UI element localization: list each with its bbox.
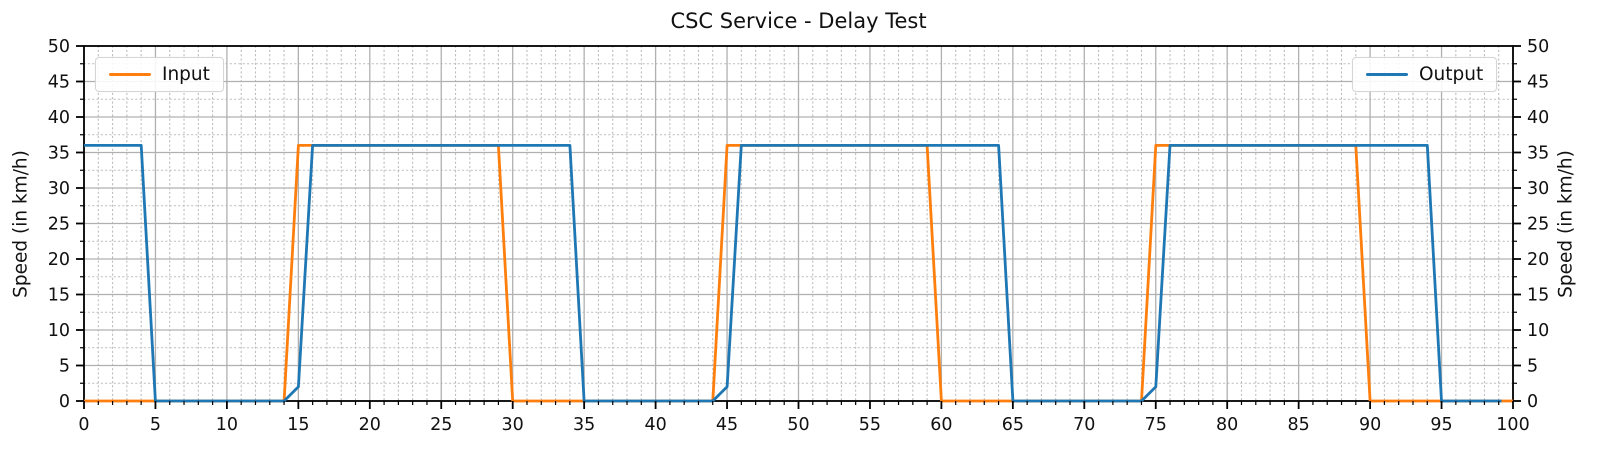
tick-label: 10 xyxy=(48,321,70,341)
tick-label: 45 xyxy=(716,415,738,435)
tick-labels: 0 5 10 15 20 25 30 35 40 45 50 55 60 65 70 75 80 85 90 95 10… xyxy=(48,37,1550,435)
tick-label: 20 xyxy=(1527,250,1549,270)
tick-label: 30 xyxy=(48,179,70,199)
tick-label: 40 xyxy=(48,108,70,128)
tick-label: 50 xyxy=(787,415,809,435)
tick-label: 50 xyxy=(48,37,70,57)
major-grid xyxy=(83,45,1514,402)
tick-label: 15 xyxy=(1527,286,1549,306)
tick-label: 35 xyxy=(573,415,595,435)
tick-label: 90 xyxy=(1359,415,1381,435)
tick-label: 95 xyxy=(1430,415,1452,435)
tick-label: 45 xyxy=(48,73,70,93)
tick-label: 30 xyxy=(502,415,524,435)
tick-label: 50 xyxy=(1527,37,1549,57)
tick-label: 35 xyxy=(1527,144,1549,164)
tick-label: 45 xyxy=(1527,73,1549,93)
tick-label: 25 xyxy=(430,415,452,435)
tick-label: 30 xyxy=(1527,179,1549,199)
tick-label: 20 xyxy=(48,250,70,270)
tick-label: 25 xyxy=(1527,215,1549,235)
tick-label: 55 xyxy=(859,415,881,435)
tick-label: 85 xyxy=(1288,415,1310,435)
tick-label: 10 xyxy=(1527,321,1549,341)
legend-input: Input xyxy=(95,57,224,92)
axis-ticks xyxy=(76,45,1521,409)
input-line-swatch xyxy=(109,73,151,76)
tick-label: 15 xyxy=(287,415,309,435)
tick-label: 10 xyxy=(216,415,238,435)
tick-label: 0 xyxy=(78,415,89,435)
legend-output-label: Output xyxy=(1419,64,1484,85)
tick-label: 0 xyxy=(59,392,70,412)
tick-label: 100 xyxy=(1496,415,1529,435)
tick-label: 40 xyxy=(1527,108,1549,128)
tick-label: 25 xyxy=(48,215,70,235)
tick-label: 75 xyxy=(1145,415,1167,435)
tick-label: 0 xyxy=(1527,392,1538,412)
tick-label: 60 xyxy=(930,415,952,435)
tick-label: 5 xyxy=(1527,357,1538,377)
tick-label: 70 xyxy=(1073,415,1095,435)
tick-label: 40 xyxy=(644,415,666,435)
tick-label: 15 xyxy=(48,286,70,306)
output-line-swatch xyxy=(1366,73,1408,76)
legend-output: Output xyxy=(1352,57,1498,92)
tick-label: 80 xyxy=(1216,415,1238,435)
tick-label: 20 xyxy=(359,415,381,435)
chart-title: CSC Service - Delay Test xyxy=(670,9,927,33)
tick-label: 5 xyxy=(150,415,161,435)
legend-input-label: Input xyxy=(162,64,210,85)
tick-label: 65 xyxy=(1002,415,1024,435)
tick-label: 5 xyxy=(59,357,70,377)
tick-label: 35 xyxy=(48,144,70,164)
